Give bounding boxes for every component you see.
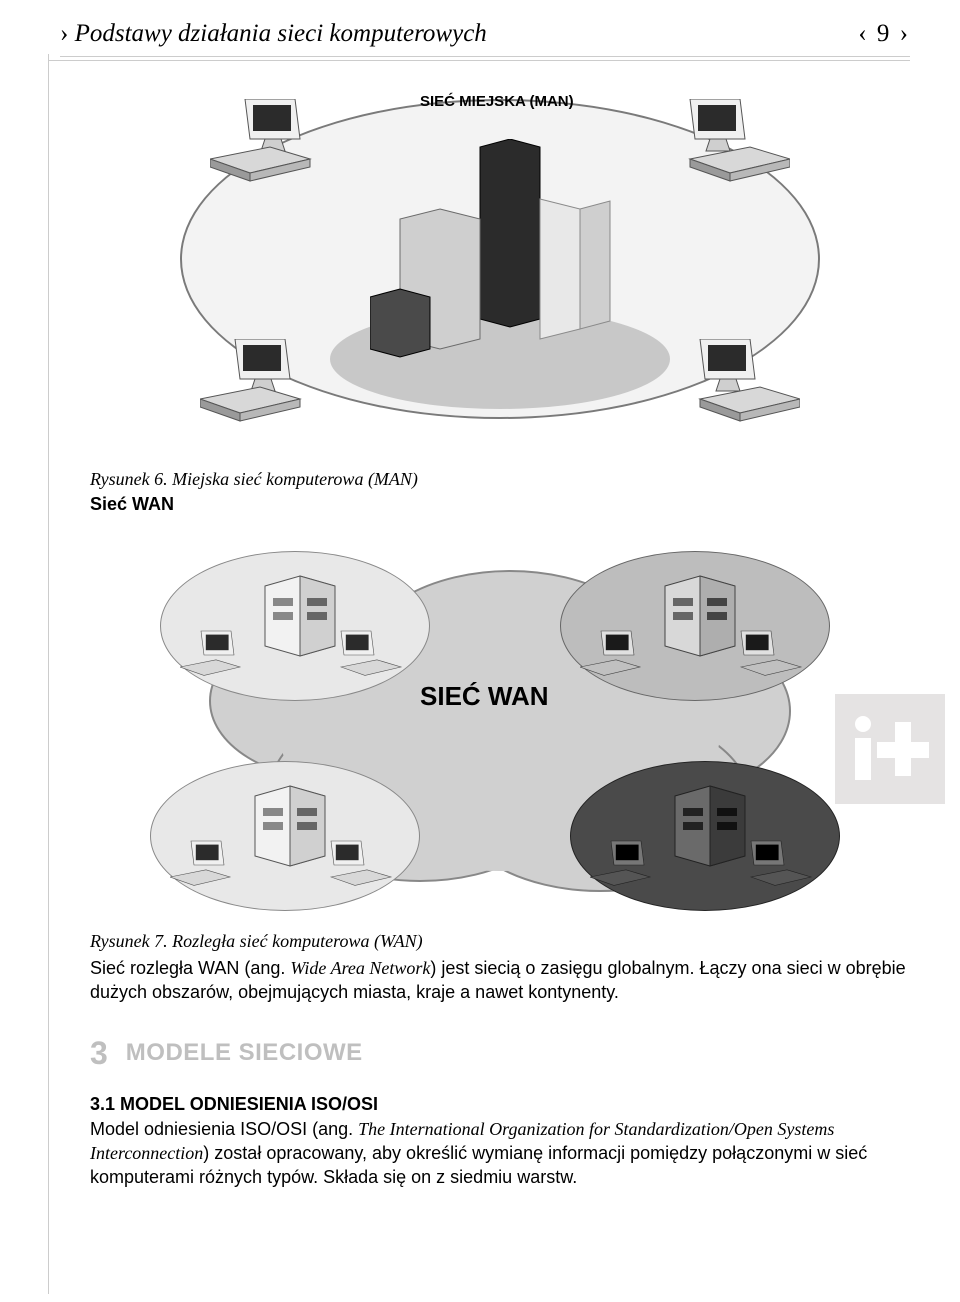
wan-section-label: Sieć WAN (90, 494, 910, 515)
page-number: ‹ 9 › (858, 20, 910, 48)
chapter-title: MODELE SIECIOWE (126, 1039, 363, 1067)
figure6-text: Miejska sieć komputerowa (MAN) (172, 469, 418, 489)
figure7-caption: Rysunek 7. Rozległa sieć komputerowa (WA… (90, 931, 910, 952)
site-icon (180, 561, 420, 701)
page-content: SIEĆ MIEJSKA (MAN) (60, 69, 910, 1189)
sub-tail: ) został opracowany, aby określić wymian… (90, 1143, 867, 1187)
wan-diagram-label: SIEĆ WAN (420, 681, 549, 712)
wan-lead: Sieć rozległa WAN (ang. (90, 958, 290, 978)
site-icon (590, 771, 830, 911)
wan-paragraph: Sieć rozległa WAN (ang. Wide Area Networ… (90, 956, 910, 1005)
site-icon (170, 771, 410, 911)
computer-icon (200, 339, 290, 419)
figure7-text: Rozległa sieć komputerowa (WAN) (172, 931, 423, 951)
figure6-number: Rysunek 6. (90, 469, 168, 489)
figure6-caption: Rysunek 6. Miejska sieć komputerowa (MAN… (90, 469, 910, 490)
chapter-heading: 3 MODELE SIECIOWE (90, 1035, 910, 1072)
man-diagram-label: SIEĆ MIEJSKA (MAN) (420, 93, 574, 110)
subsection-paragraph: Model odniesienia ISO/OSI (ang. The Inte… (90, 1117, 910, 1190)
computer-icon (690, 339, 780, 419)
sub-lead: Model odniesienia ISO/OSI (ang. (90, 1119, 358, 1139)
buildings-icon (370, 139, 630, 369)
computer-icon (680, 99, 770, 179)
chapter-number: 3 (90, 1035, 108, 1072)
vertical-rule (48, 54, 49, 1294)
man-diagram: SIEĆ MIEJSKA (MAN) (90, 69, 910, 449)
subsection-heading: 3.1 MODEL ODNIESIENIA ISO/OSI (90, 1094, 910, 1115)
computer-icon (210, 99, 300, 179)
figure7-number: Rysunek 7. (90, 931, 168, 951)
horizontal-rule-2 (48, 60, 910, 61)
site-icon (580, 561, 820, 701)
wan-italic: Wide Area Network (290, 958, 430, 978)
page-header: Podstawy działania sieci komputerowych ‹… (60, 20, 910, 57)
header-title: Podstawy działania sieci komputerowych (60, 20, 487, 48)
wan-diagram: SIEĆ WAN (90, 531, 910, 911)
